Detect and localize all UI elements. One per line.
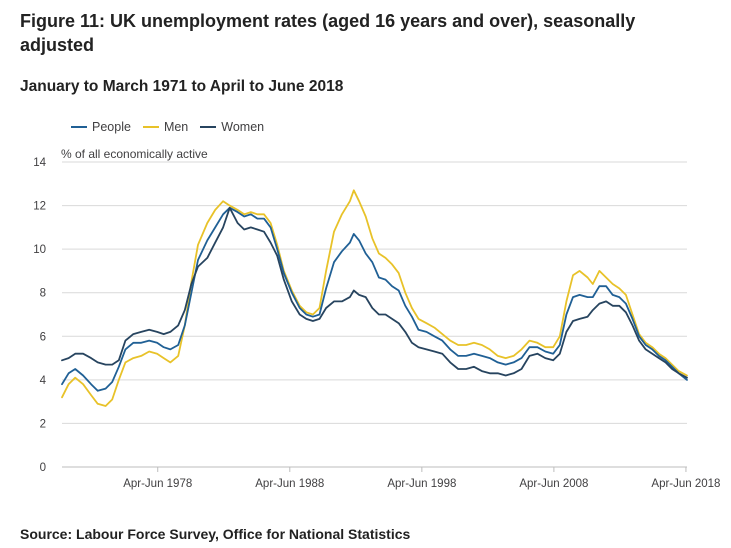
legend-label-women: Women: [221, 120, 265, 134]
x-tick-label: Apr-Jun 1988: [255, 478, 324, 490]
x-axis-ticks: Apr-Jun 1978 Apr-Jun 1988 Apr-Jun 1998 Apr-…: [123, 467, 720, 490]
legend-swatch-men: [142, 125, 159, 129]
series-line-women: [61, 206, 688, 379]
chart-title: Figure 11: UK unemployment rates (aged 1…: [20, 11, 636, 55]
series-line-men: [61, 189, 688, 407]
y-tick-label: 0: [40, 462, 46, 474]
legend-item-men: Men: [142, 120, 189, 134]
chart-subtitle: January to March 1971 to April to June 2…: [20, 78, 344, 95]
gridlines: [62, 161, 687, 468]
legend-swatch-women: [200, 125, 217, 129]
y-tick-label: 14: [33, 157, 46, 169]
y-axis-ticks: 0 2 4 6 8 10 12 14: [33, 157, 46, 474]
legend: People Men Women: [71, 120, 264, 134]
y-tick-label: 8: [40, 288, 46, 300]
legend-item-people: People: [71, 120, 131, 134]
y-axis-label: % of all economically active: [61, 147, 208, 161]
x-tick-label: Apr-Jun 1978: [123, 478, 192, 490]
x-tick-label: Apr-Jun 2018: [651, 478, 720, 490]
legend-label-people: People: [92, 120, 131, 134]
legend-label-men: Men: [163, 120, 189, 134]
y-tick-label: 4: [40, 375, 47, 387]
y-tick-label: 2: [40, 418, 46, 430]
legend-swatch-people: [71, 125, 87, 129]
y-tick-label: 10: [33, 244, 46, 256]
x-tick-label: Apr-Jun 1998: [387, 478, 456, 490]
series-lines: [61, 189, 688, 407]
series-line-people: [61, 206, 688, 392]
y-tick-label: 12: [33, 201, 46, 213]
legend-item-women: Women: [200, 120, 264, 134]
source-note: Source: Labour Force Survey, Office for …: [20, 526, 411, 542]
y-tick-label: 6: [40, 331, 46, 343]
x-tick-label: Apr-Jun 2008: [519, 478, 588, 490]
